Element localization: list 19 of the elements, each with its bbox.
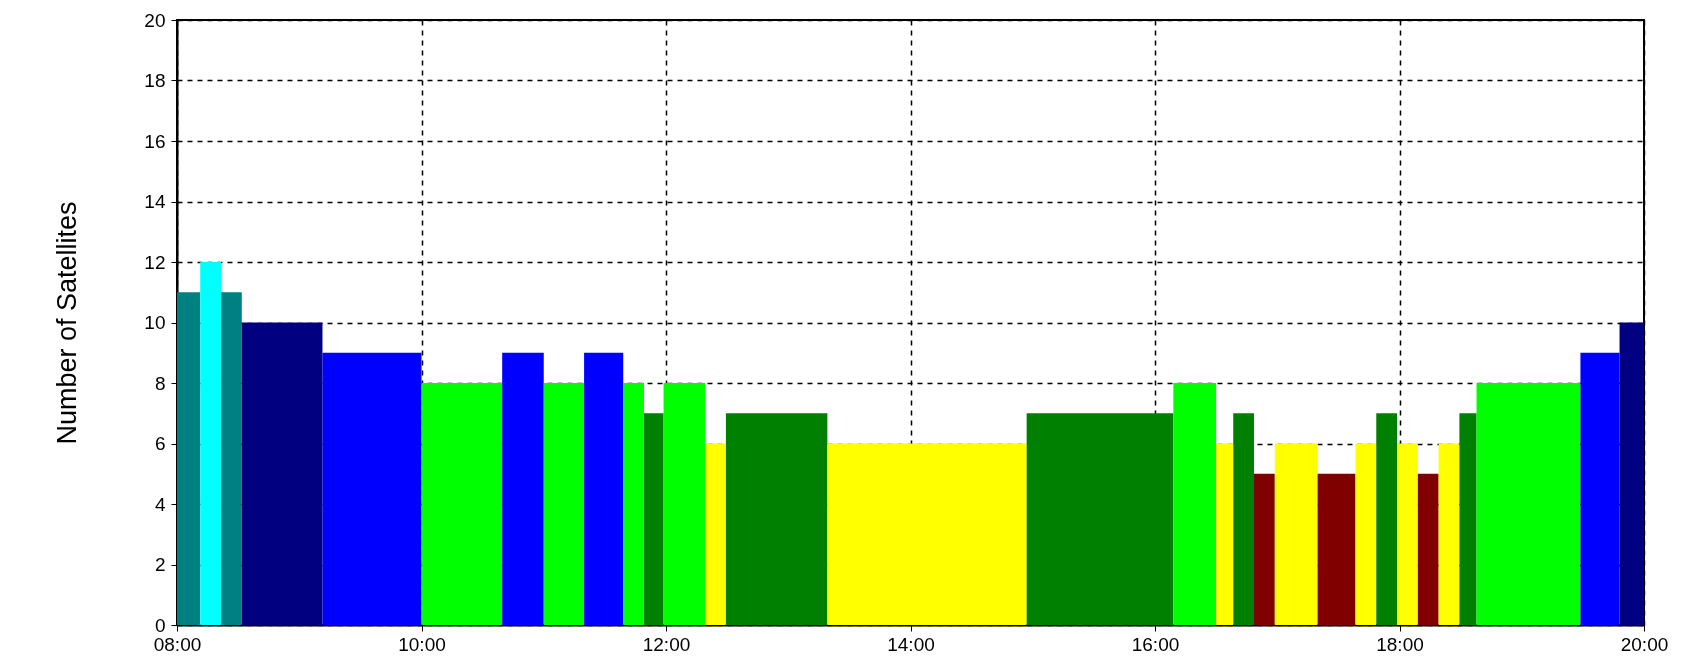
y-tick-label: 16 xyxy=(144,130,166,152)
y-tick-label: 4 xyxy=(154,493,166,515)
x-tick-label: 12:00 xyxy=(642,633,691,655)
y-tick-label: 18 xyxy=(144,70,166,91)
y-tick-label: 14 xyxy=(144,191,166,212)
x-tick-label: 14:00 xyxy=(887,633,935,655)
y-tick-label: 12 xyxy=(144,251,166,273)
y-axis-title: Number of Satellites xyxy=(52,201,83,445)
y-tick-label: 10 xyxy=(144,312,166,333)
y-tick-label: 6 xyxy=(154,433,166,454)
y-tick-label: 0 xyxy=(154,614,166,636)
y-tick-label: 2 xyxy=(154,554,166,575)
x-tick-label: 08:00 xyxy=(153,633,202,655)
x-tick-label: 18:00 xyxy=(1376,633,1424,655)
y-tick-label: 8 xyxy=(154,372,166,394)
x-tick-label: 20:00 xyxy=(1620,633,1669,655)
x-tick-label: 10:00 xyxy=(398,633,446,655)
y-tick-label: 20 xyxy=(144,9,166,31)
x-tick-label: 16:00 xyxy=(1131,633,1180,655)
